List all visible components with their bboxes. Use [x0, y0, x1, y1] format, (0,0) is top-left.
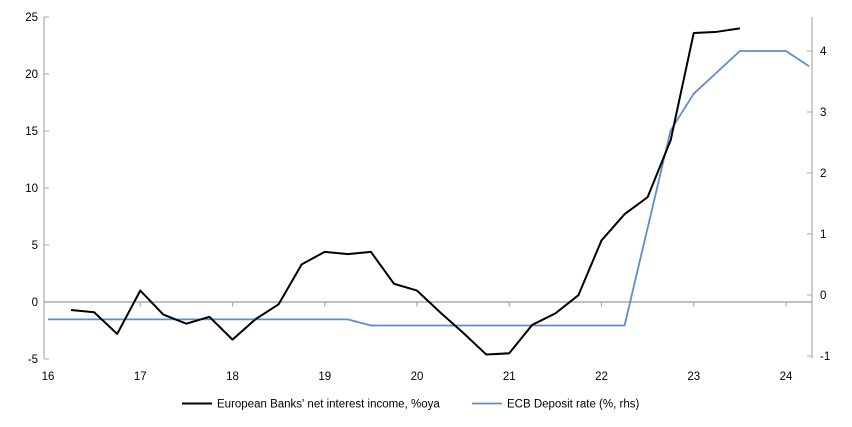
x-axis-label: 17 — [134, 371, 147, 383]
right-axis-label: 3 — [820, 107, 826, 119]
right-axis-label: 4 — [820, 46, 827, 58]
right-axis-label: 0 — [820, 290, 826, 302]
left-axis-label: 20 — [25, 69, 38, 81]
ecb-deposit-rate-line — [48, 50, 810, 327]
x-axis-label: 24 — [780, 371, 793, 383]
right-axis-label: 2 — [820, 168, 826, 180]
net-interest-income-line — [70, 27, 741, 356]
x-axis-label: 19 — [318, 371, 331, 383]
x-axis-label: 20 — [411, 371, 424, 383]
legend-label-ecb: ECB Deposit rate (%, rhs) — [507, 399, 639, 411]
x-axis-label: 21 — [503, 371, 516, 383]
left-axis-label: 10 — [25, 183, 38, 195]
right-axis-label: 1 — [820, 229, 826, 241]
x-axis-label: 18 — [226, 371, 239, 383]
left-axis-label: 0 — [32, 297, 38, 309]
x-axis-label: 23 — [687, 371, 700, 383]
right-axis-label: -1 — [820, 351, 830, 363]
legend-label-nii: European Banks' net interest income, %oy… — [217, 399, 440, 411]
x-axis-label: 16 — [42, 371, 55, 383]
left-axis-label: 15 — [25, 126, 38, 138]
left-axis-label: 25 — [25, 12, 38, 24]
left-axis-label: 5 — [32, 240, 38, 252]
left-axis-label: -5 — [28, 354, 38, 366]
x-axis-label: 22 — [595, 371, 608, 383]
